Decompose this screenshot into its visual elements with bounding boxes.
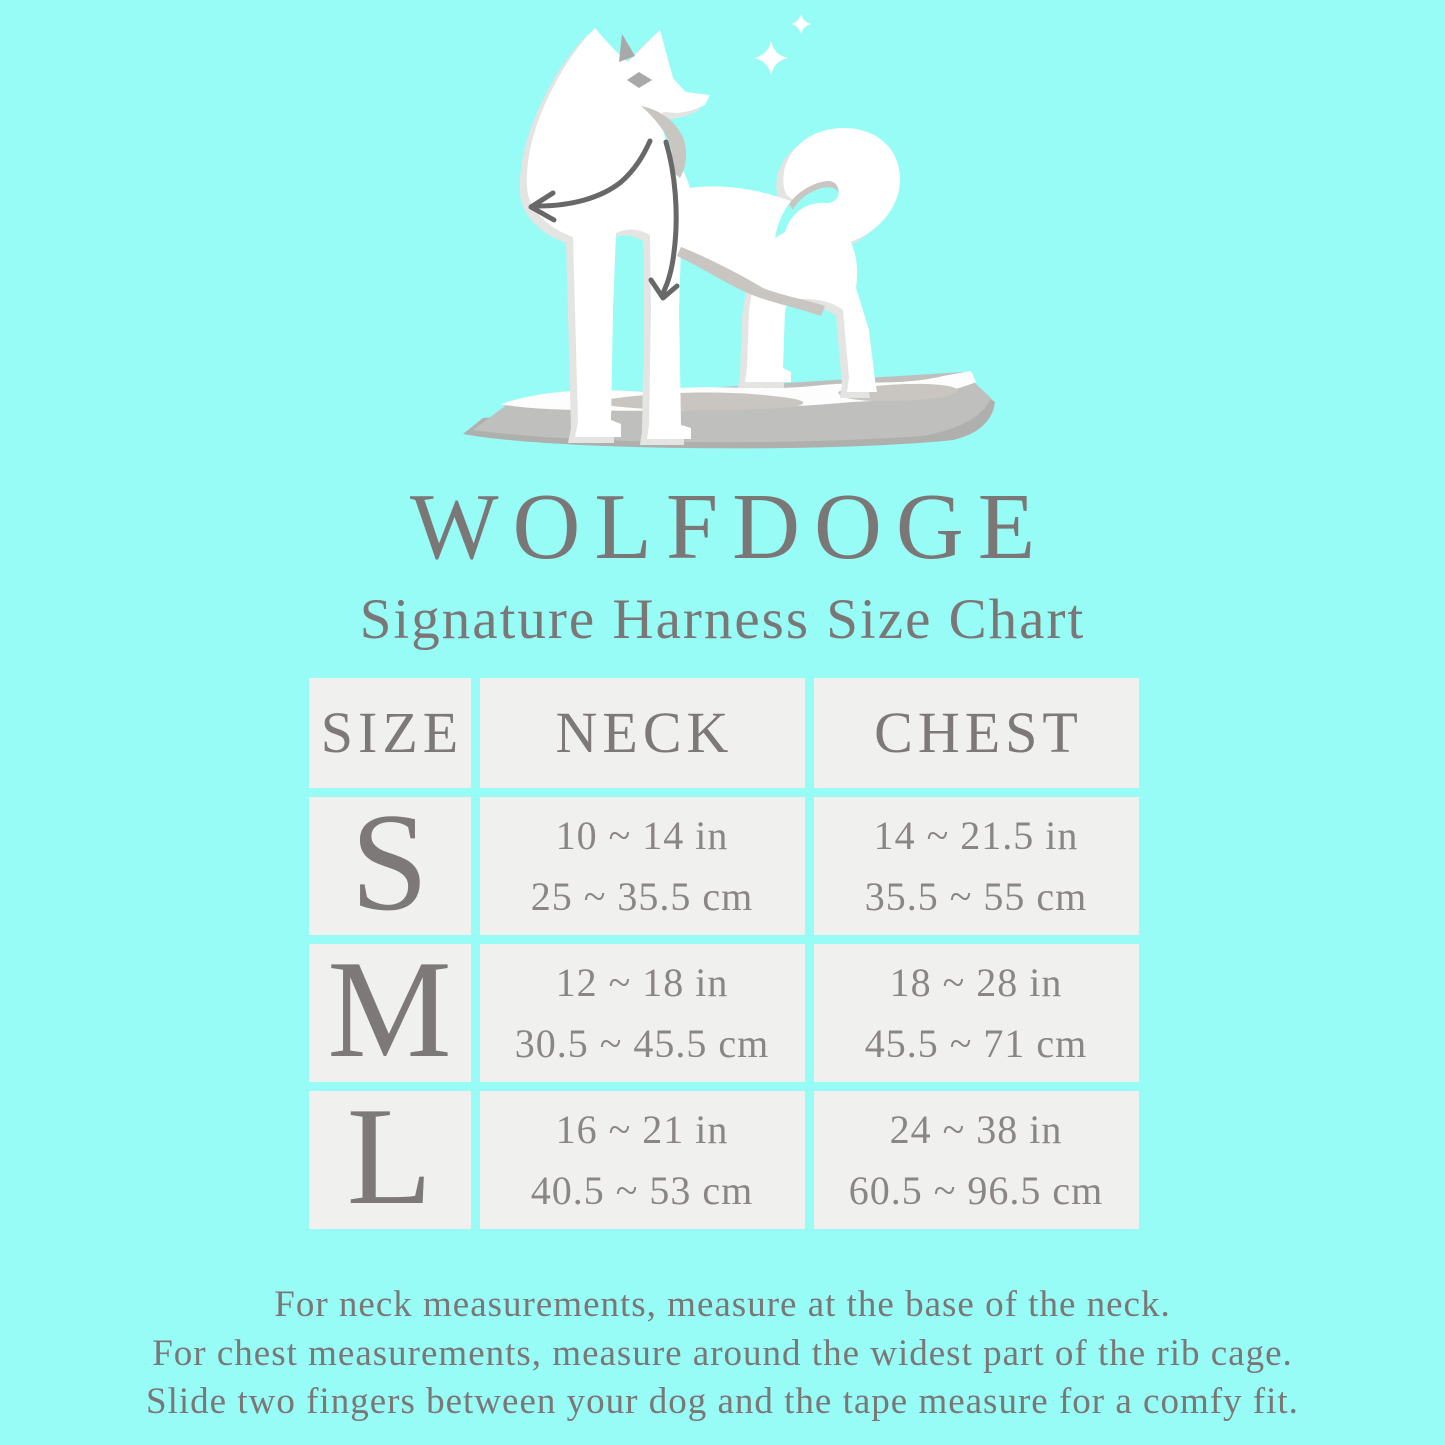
rock bbox=[462, 371, 995, 449]
neck-inches-m: 12 ~ 18 in bbox=[555, 959, 729, 1005]
column-header-size: SIZE bbox=[308, 677, 471, 788]
chest-inches-l: 24 ~ 38 in bbox=[889, 1106, 1063, 1152]
neck-arrowhead bbox=[528, 190, 556, 223]
neck-cm-l: 40.5 ~ 53 cm bbox=[530, 1167, 754, 1213]
neck-measurement-l: 16 ~ 21 in 40.5 ~ 53 cm bbox=[479, 1090, 805, 1229]
size-label-m: M bbox=[308, 939, 471, 1082]
chest-arrowhead bbox=[648, 277, 679, 301]
belly-shading bbox=[676, 247, 825, 316]
dog-body bbox=[526, 28, 877, 439]
eye bbox=[626, 72, 652, 88]
tail-curl-notch bbox=[774, 181, 839, 238]
chest-cm-l: 60.5 ~ 96.5 cm bbox=[848, 1167, 1104, 1213]
size-table: SIZE NECK CHEST S 10 ~ 14 in 25 ~ 35.5 c… bbox=[308, 677, 1139, 1229]
neck-cm-s: 25 ~ 35.5 cm bbox=[530, 873, 754, 919]
chest-cm-m: 45.5 ~ 71 cm bbox=[864, 1020, 1088, 1066]
chest-measurement-m: 18 ~ 28 in 45.5 ~ 71 cm bbox=[813, 943, 1139, 1082]
neck-inches-l: 16 ~ 21 in bbox=[555, 1106, 729, 1152]
neck-cm-m: 30.5 ~ 45.5 cm bbox=[514, 1020, 770, 1066]
instruction-line-2: For chest measurements, measure around t… bbox=[152, 1332, 1293, 1374]
instruction-line-1: For neck measurements, measure at the ba… bbox=[274, 1283, 1171, 1325]
chest-inches-m: 18 ~ 28 in bbox=[889, 959, 1063, 1005]
measuring-instructions: For neck measurements, measure at the ba… bbox=[0, 1281, 1445, 1427]
neck-measurement-m: 12 ~ 18 in 30.5 ~ 45.5 cm bbox=[479, 943, 805, 1082]
brand-name: WOLFDOGE bbox=[409, 475, 1050, 579]
chest-cm-s: 35.5 ~ 55 cm bbox=[864, 873, 1088, 919]
neck-inches-s: 10 ~ 14 in bbox=[555, 812, 729, 858]
dog-illustration bbox=[462, 14, 995, 449]
measuring-arrows bbox=[528, 138, 679, 301]
column-header-neck: NECK bbox=[479, 677, 805, 788]
column-header-chest: CHEST bbox=[813, 677, 1139, 788]
size-label-l: L bbox=[308, 1086, 471, 1229]
dog-tail bbox=[782, 127, 900, 244]
neck-shading bbox=[640, 106, 686, 178]
tail-curl-shading bbox=[788, 181, 838, 210]
instruction-line-3: Slide two fingers between your dog and t… bbox=[146, 1381, 1299, 1423]
chart-subtitle: Signature Harness Size Chart bbox=[359, 587, 1086, 651]
hero-illustration bbox=[0, 0, 1445, 480]
chest-measurement-l: 24 ~ 38 in 60.5 ~ 96.5 cm bbox=[813, 1090, 1139, 1229]
chest-measurement-s: 14 ~ 21.5 in 35.5 ~ 55 cm bbox=[813, 796, 1139, 935]
neck-measurement-s: 10 ~ 14 in 25 ~ 35.5 cm bbox=[479, 796, 805, 935]
chest-inches-s: 14 ~ 21.5 in bbox=[873, 812, 1079, 858]
sparkle-icons bbox=[753, 14, 811, 75]
ear-inner bbox=[618, 34, 635, 62]
neck-measure-arrow bbox=[535, 138, 652, 209]
chest-measure-arrow bbox=[660, 139, 679, 296]
size-label-s: S bbox=[308, 792, 471, 935]
